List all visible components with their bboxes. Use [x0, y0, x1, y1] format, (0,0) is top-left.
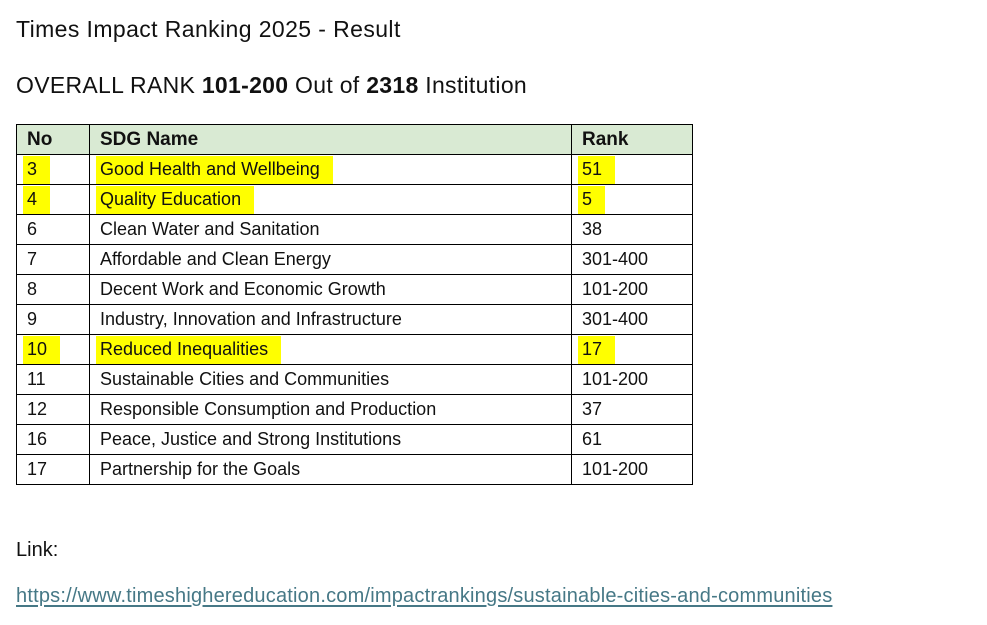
cell-rank: 301-400 — [571, 304, 693, 335]
cell-name: Clean Water and Sanitation — [89, 214, 572, 245]
cell-rank: 101-200 — [571, 274, 693, 305]
table-row: 7 Affordable and Clean Energy 301-400 — [16, 244, 693, 275]
cell-no: 16 — [16, 424, 90, 455]
table-row: 4 Quality Education 5 — [16, 184, 693, 215]
cell-rank: 17 — [571, 334, 693, 365]
cell-no: 10 — [16, 334, 90, 365]
column-header-name: SDG Name — [89, 124, 572, 155]
document: Times Impact Ranking 2025 - Result OVERA… — [16, 16, 971, 607]
overall-rank-middle: Out of — [288, 72, 367, 98]
cell-no: 4 — [16, 184, 90, 215]
table-row: 8 Decent Work and Economic Growth 101-200 — [16, 274, 693, 305]
cell-name: Quality Education — [89, 184, 572, 215]
cell-rank: 5 — [571, 184, 693, 215]
cell-no: 12 — [16, 394, 90, 425]
institution-total: 2318 — [366, 72, 419, 98]
cell-name: Decent Work and Economic Growth — [89, 274, 572, 305]
cell-name: Reduced Inequalities — [89, 334, 572, 365]
cell-rank: 101-200 — [571, 364, 693, 395]
table-row: 9 Industry, Innovation and Infrastructure… — [16, 304, 693, 335]
table-row: 11 Sustainable Cities and Communities 101-… — [16, 364, 693, 395]
column-header-rank: Rank — [571, 124, 693, 155]
cell-rank: 61 — [571, 424, 693, 455]
cell-rank: 37 — [571, 394, 693, 425]
overall-rank-line: OVERALL RANK 101-200 Out of 2318 Institu… — [16, 70, 971, 100]
impact-rankings-link[interactable]: https://www.timeshighereducation.com/imp… — [16, 585, 833, 607]
page-title: Times Impact Ranking 2025 - Result — [16, 16, 401, 42]
sdg-rank-table: No SDG Name Rank 3 Good Health and Wellbe… — [16, 124, 693, 485]
table-row: 12 Responsible Consumption and Production… — [16, 394, 693, 425]
link-label: Link: — [16, 539, 59, 561]
cell-rank: 101-200 — [571, 454, 693, 485]
cell-name: Responsible Consumption and Production — [89, 394, 572, 425]
cell-no: 3 — [16, 154, 90, 185]
cell-name: Sustainable Cities and Communities — [89, 364, 572, 395]
column-header-no: No — [16, 124, 90, 155]
overall-rank-prefix: OVERALL RANK — [16, 72, 202, 98]
overall-rank-suffix: Institution — [418, 72, 527, 98]
cell-rank: 38 — [571, 214, 693, 245]
cell-no: 9 — [16, 304, 90, 335]
cell-no: 17 — [16, 454, 90, 485]
cell-name: Industry, Innovation and Infrastructure — [89, 304, 572, 335]
table-row: 17 Partnership for the Goals 101-200 — [16, 454, 693, 485]
cell-no: 8 — [16, 274, 90, 305]
cell-name: Good Health and Wellbeing — [89, 154, 572, 185]
cell-no: 7 — [16, 244, 90, 275]
cell-rank: 51 — [571, 154, 693, 185]
table-header-row: No SDG Name Rank — [16, 124, 693, 155]
cell-name: Partnership for the Goals — [89, 454, 572, 485]
table-row: 3 Good Health and Wellbeing 51 — [16, 154, 693, 185]
cell-no: 6 — [16, 214, 90, 245]
table-row: 16 Peace, Justice and Strong Institutions… — [16, 424, 693, 455]
cell-name: Peace, Justice and Strong Institutions — [89, 424, 572, 455]
overall-rank-value: 101-200 — [201, 72, 289, 98]
cell-name: Affordable and Clean Energy — [89, 244, 572, 275]
table-row: 10 Reduced Inequalities 17 — [16, 334, 693, 365]
cell-no: 11 — [16, 364, 90, 395]
cell-rank: 301-400 — [571, 244, 693, 275]
table-row: 6 Clean Water and Sanitation 38 — [16, 214, 693, 245]
